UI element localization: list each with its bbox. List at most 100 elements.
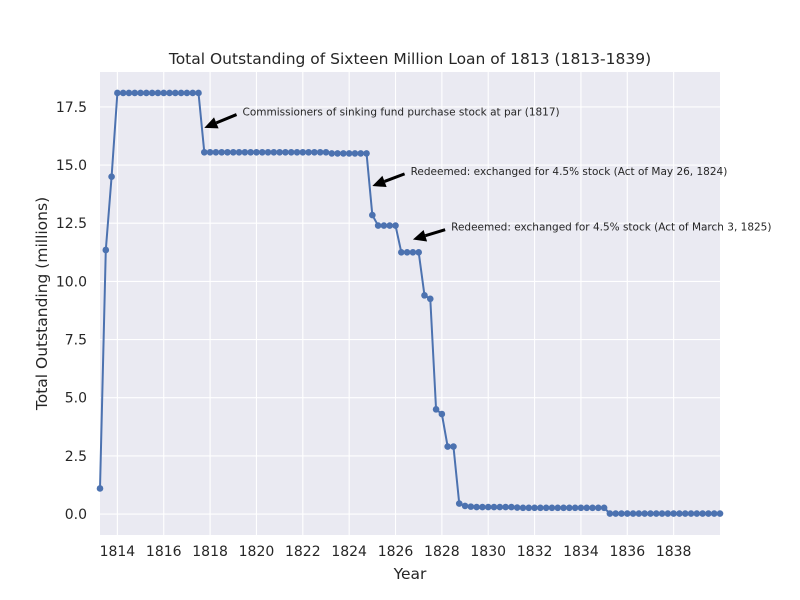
y-tick-label: 17.5 (56, 100, 87, 116)
annotation-layer: Commissioners of sinking fund purchase s… (204, 107, 771, 242)
data-point (426, 295, 434, 303)
data-point (386, 222, 394, 229)
data-point (125, 89, 133, 97)
data-point (618, 510, 625, 517)
y-tick-label: 10.0 (56, 274, 87, 290)
y-tick-label: 15.0 (56, 158, 87, 174)
data-point (119, 89, 127, 97)
x-tick-label: 1814 (100, 544, 136, 560)
data-point (658, 510, 666, 517)
data-point (328, 150, 336, 157)
data-point (247, 148, 254, 156)
x-axis-ticks: 1814 1816 1818 1820 1822 1824 1826 1828 1830 1832… (100, 544, 692, 560)
data-point (160, 89, 168, 97)
y-tick-label: 5.0 (65, 391, 87, 407)
data-point (374, 222, 382, 229)
data-point (218, 148, 225, 156)
data-point (108, 173, 115, 180)
data-point (531, 504, 538, 512)
data-point (473, 503, 480, 511)
x-tick-label: 1824 (331, 544, 367, 560)
data-point (183, 89, 191, 97)
data-point (606, 510, 614, 517)
data-point (699, 510, 706, 517)
data-point (166, 89, 173, 97)
data-point (96, 485, 104, 492)
data-point (432, 406, 440, 413)
data-point (282, 148, 289, 156)
data-point (438, 410, 446, 418)
data-point (311, 148, 318, 156)
data-point (200, 148, 208, 156)
chart-title: Total Outstanding of Sixteen Million Loa… (168, 50, 651, 68)
data-point (681, 510, 689, 517)
y-tick-label: 2.5 (65, 449, 87, 465)
data-point (716, 510, 724, 517)
x-tick-label: 1816 (146, 544, 182, 560)
data-point (502, 503, 509, 511)
data-point (102, 246, 110, 254)
data-point (270, 148, 278, 156)
annotation-arrowhead (204, 117, 219, 129)
data-point (334, 150, 341, 157)
data-point (623, 510, 631, 517)
data-point (322, 148, 330, 156)
data-point (137, 89, 144, 97)
data-point (705, 510, 712, 517)
data-point (258, 148, 266, 156)
data-point (508, 503, 515, 511)
x-tick-label: 1818 (192, 544, 228, 560)
annotation-arrow-shaft (424, 228, 446, 238)
data-point (670, 510, 677, 517)
data-point (305, 148, 312, 156)
data-point (641, 510, 648, 517)
data-point (264, 148, 272, 156)
data-point (444, 443, 451, 450)
data-point (299, 148, 307, 156)
annotation-label: Redeemed: exchanged for 4.5% stock (Act … (451, 222, 771, 234)
data-point (600, 504, 608, 512)
data-point (235, 148, 243, 156)
data-point (635, 510, 643, 517)
data-point (363, 150, 370, 157)
data-point (276, 148, 283, 156)
data-point (676, 510, 683, 517)
data-point (415, 249, 422, 256)
data-point (687, 510, 695, 517)
data-point (537, 504, 544, 512)
y-tick-label: 0.0 (65, 507, 87, 523)
x-tick-label: 1832 (517, 544, 553, 560)
data-point (403, 249, 411, 256)
data-point (224, 148, 231, 156)
data-point (114, 89, 121, 97)
data-point (131, 89, 139, 97)
data-point (525, 504, 533, 512)
data-point (519, 504, 527, 512)
annotation-arrow-shaft (383, 172, 406, 183)
data-point (647, 510, 654, 517)
data-point (212, 148, 220, 156)
data-point (566, 504, 573, 512)
data-point (455, 500, 463, 507)
data-point (490, 503, 498, 511)
data-point (287, 148, 295, 156)
annotation-arrowhead (412, 230, 428, 242)
data-point (589, 504, 596, 512)
data-point (189, 89, 197, 97)
data-point (148, 89, 156, 97)
data-point (340, 150, 347, 157)
y-axis-ticks: 0.0 2.5 5.0 7.5 10.0 12.5 15.0 17.5 (56, 100, 87, 523)
data-point (351, 150, 359, 157)
data-point (229, 148, 237, 156)
x-tick-label: 1834 (563, 544, 599, 560)
x-tick-label: 1826 (378, 544, 414, 560)
annotation-label: Redeemed: exchanged for 4.5% stock (Act … (411, 166, 728, 178)
data-point (479, 503, 486, 511)
data-point (571, 504, 579, 512)
data-point (316, 148, 324, 156)
data-point (421, 292, 428, 299)
data-point (392, 222, 399, 229)
data-point (345, 150, 353, 157)
data-point (154, 89, 162, 97)
